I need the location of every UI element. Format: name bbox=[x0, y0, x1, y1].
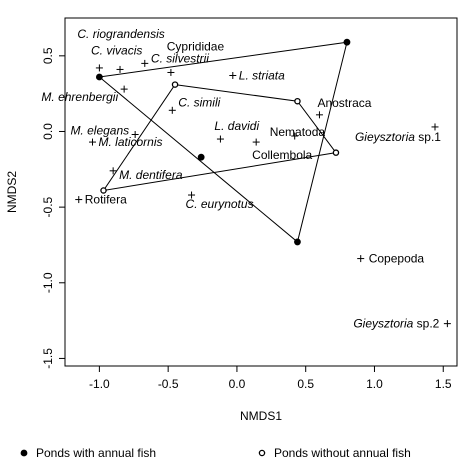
species-label-part: Gieysztoria bbox=[353, 317, 413, 331]
site-with-fish bbox=[197, 153, 205, 161]
species-label: Anostraca bbox=[317, 96, 371, 110]
y-axis-title: NMDS2 bbox=[5, 171, 19, 213]
species-point: M. ehrenbergii bbox=[41, 85, 128, 104]
species-point: Nematoda bbox=[270, 125, 326, 140]
species-point: M. laticornis bbox=[89, 135, 163, 149]
legend: Ponds with annual fish Ponds without annu… bbox=[20, 446, 411, 460]
species-label-part: L. davidi bbox=[214, 119, 259, 133]
species-label: C. riograndensis bbox=[77, 27, 164, 41]
species-label: Collembola bbox=[252, 148, 312, 162]
legend-marker-with-fish bbox=[20, 449, 28, 457]
site-with-fish bbox=[343, 38, 351, 46]
species-label-part: C. vivacis bbox=[91, 43, 142, 57]
hull-group-1 bbox=[98, 41, 348, 243]
species-label: C. silvestrii bbox=[151, 51, 209, 65]
species-point: Cyprididae bbox=[141, 39, 224, 67]
species-label-part: Rotifera bbox=[85, 193, 127, 207]
species-label: C. vivacis bbox=[91, 43, 142, 57]
species-label-part: C. riograndensis bbox=[77, 27, 164, 41]
species-label: M. ehrenbergii bbox=[41, 90, 118, 104]
site-with-fish bbox=[95, 73, 103, 81]
species-label-part: M. elegans bbox=[70, 124, 129, 138]
species-point: M. elegans bbox=[70, 124, 139, 139]
species-label: Copepoda bbox=[369, 252, 425, 266]
y-tick-label: -1.5 bbox=[41, 348, 55, 369]
species-label: M. laticornis bbox=[99, 135, 163, 149]
species-label-part: Collembola bbox=[252, 148, 312, 162]
species-point: L. davidi bbox=[214, 119, 259, 143]
species-point: Collembola bbox=[252, 138, 313, 162]
x-tick-label: 0.0 bbox=[229, 377, 246, 391]
species-point: M. dentifera bbox=[109, 167, 183, 182]
legend-marker-without-fish bbox=[258, 449, 266, 457]
species-point: C. silvestrii bbox=[151, 51, 209, 76]
species-label-part: C. simili bbox=[178, 95, 220, 109]
x-tick-label: 1.5 bbox=[435, 377, 452, 391]
species-label-part: M. laticornis bbox=[99, 135, 163, 149]
x-tick-label: -0.5 bbox=[158, 377, 179, 391]
species-label-part: sp.1 bbox=[415, 130, 441, 144]
species-label: M. elegans bbox=[70, 124, 129, 138]
species-label: M. dentifera bbox=[119, 168, 183, 182]
species-point: Rotifera bbox=[75, 193, 127, 207]
species-point: C. riograndensis bbox=[77, 27, 165, 72]
species-point: C. vivacis bbox=[91, 43, 142, 73]
species-label: C. simili bbox=[178, 95, 220, 109]
species-point: Gieysztoria sp.2 bbox=[353, 317, 451, 331]
species-label-part: M. dentifera bbox=[119, 168, 183, 182]
species-point: Copepoda bbox=[357, 252, 424, 266]
y-axis: -1.5 -1.0 -0.5 0.0 0.5 bbox=[41, 47, 66, 369]
species-label-part: Cyprididae bbox=[167, 39, 225, 53]
site-without-fish bbox=[171, 81, 179, 88]
species-label: Rotifera bbox=[85, 193, 127, 207]
species-label-part: Anostraca bbox=[317, 96, 371, 110]
species-label-part: C. eurynotus bbox=[186, 197, 254, 211]
species-label-part: Gieysztoria bbox=[355, 130, 415, 144]
species-point: L. striata bbox=[229, 68, 285, 82]
species-label-part: sp.2 bbox=[413, 317, 439, 331]
species-label-part: Nematoda bbox=[270, 125, 326, 139]
species-point: Anostraca bbox=[315, 96, 372, 119]
site-without-fish bbox=[294, 97, 301, 105]
species-point: Gieysztoria sp.1 bbox=[355, 123, 441, 144]
species-label-part: C. silvestrii bbox=[151, 51, 209, 65]
x-tick-label: -1.0 bbox=[89, 377, 110, 391]
species-label: L. davidi bbox=[214, 119, 259, 133]
legend-label: Ponds without annual fish bbox=[274, 446, 411, 460]
x-axis: -1.0 -0.5 0.0 0.5 1.0 1.5 bbox=[89, 365, 452, 391]
species-label-part: L. striata bbox=[239, 68, 285, 82]
species-label: C. eurynotus bbox=[186, 197, 254, 211]
site-without-fish bbox=[100, 187, 107, 194]
species-label: Nematoda bbox=[270, 125, 326, 139]
site-without-fish bbox=[332, 149, 340, 156]
y-tick-label: 0.0 bbox=[41, 123, 55, 140]
species-label: Cyprididae bbox=[167, 39, 225, 53]
species-label-part: Copepoda bbox=[369, 252, 425, 266]
y-tick-label: 0.5 bbox=[41, 47, 55, 64]
sites-layer bbox=[95, 38, 351, 246]
y-tick-label: -0.5 bbox=[41, 196, 55, 217]
x-axis-title: NMDS1 bbox=[240, 409, 282, 423]
x-tick-label: 0.5 bbox=[297, 377, 314, 391]
x-tick-label: 1.0 bbox=[366, 377, 383, 391]
species-label: Gieysztoria sp.1 bbox=[355, 130, 441, 144]
species-label: L. striata bbox=[239, 68, 285, 82]
species-label: Gieysztoria sp.2 bbox=[353, 317, 439, 331]
y-tick-label: -1.0 bbox=[41, 272, 55, 293]
site-with-fish bbox=[294, 238, 301, 246]
species-label-part: M. ehrenbergii bbox=[41, 90, 118, 104]
legend-label: Ponds with annual fish bbox=[36, 446, 156, 460]
species-point: C. simili bbox=[168, 95, 221, 114]
species-point: C. eurynotus bbox=[186, 191, 254, 211]
